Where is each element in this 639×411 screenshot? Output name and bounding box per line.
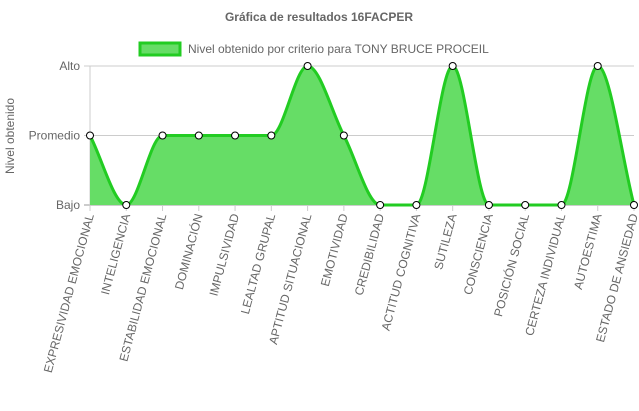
y-tick-label: Alto (59, 59, 80, 73)
data-point[interactable] (86, 131, 94, 140)
x-tick-label: ACTITUD COGNITIVA (379, 212, 424, 332)
data-point[interactable] (376, 201, 385, 209)
x-tick-label: IMPULSIVIDAD (207, 212, 243, 298)
data-point[interactable] (412, 201, 421, 209)
data-point[interactable] (231, 131, 240, 140)
data-point[interactable] (484, 201, 493, 209)
x-tick-label: CONSCIENCIA (461, 212, 496, 296)
data-point[interactable] (122, 201, 131, 209)
data-point[interactable] (158, 131, 167, 140)
x-tick-label: EXPRESIVIDAD EMOCIONAL (41, 212, 97, 374)
series-area (90, 66, 634, 205)
x-axis-ticks: EXPRESIVIDAD EMOCIONAL INTELIGENCIAESTABI… (41, 205, 639, 374)
x-tick-label: LEALTAD GRUPAL (238, 212, 278, 316)
x-tick-label: DOMINACIÓN (171, 212, 206, 291)
x-tick-label: CERTEZA INDIVIDUAL (522, 212, 568, 337)
data-point[interactable] (448, 62, 457, 70)
data-points (86, 62, 638, 209)
data-point[interactable] (339, 131, 348, 140)
data-point[interactable] (557, 201, 566, 209)
data-point[interactable] (267, 131, 276, 140)
legend-swatch[interactable] (138, 41, 182, 57)
data-point[interactable] (593, 62, 602, 70)
chart-title: Gráfica de resultados 16FACPER (225, 10, 413, 24)
legend-label[interactable]: Nivel obtenido por criterio para TONY BR… (188, 42, 489, 56)
y-tick-label: Bajo (56, 198, 80, 212)
y-axis-title: Nivel obtenido (3, 98, 17, 174)
data-point[interactable] (303, 62, 312, 70)
data-point[interactable] (630, 201, 638, 209)
x-tick-label: SUTILEZA (431, 212, 459, 271)
x-tick-label: INTELIGENCIA (98, 212, 133, 296)
data-point[interactable] (194, 131, 203, 140)
legend[interactable]: Nivel obtenido por criterio para TONY BR… (138, 41, 489, 57)
x-tick-label: AUTOESTIMA (571, 212, 605, 291)
x-tick-label: EMOTIVIDAD (318, 212, 351, 288)
y-axis-ticks: Bajo Promedio Alto (29, 59, 81, 212)
x-tick-label: POSICIÓN SOCIAL (490, 212, 532, 319)
x-tick-label: CREDIBILIDAD (352, 212, 387, 297)
y-tick-label: Promedio (29, 129, 81, 143)
data-point[interactable] (521, 201, 530, 209)
